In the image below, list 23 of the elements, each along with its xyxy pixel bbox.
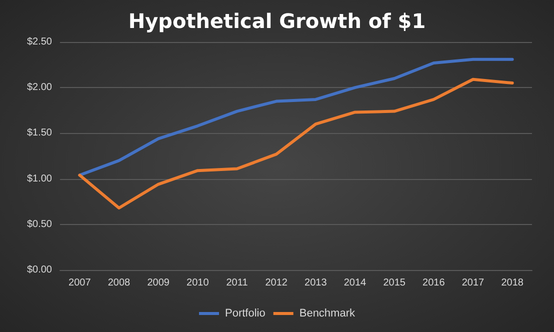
y-tick-label: $0.50 [26, 218, 52, 230]
x-tick-label: 2012 [265, 278, 288, 288]
y-tick-label: $1.50 [26, 128, 52, 139]
x-tick-label: 2009 [147, 278, 170, 288]
y-tick-label: $2.00 [26, 82, 52, 94]
line-series [78, 78, 514, 210]
x-tick-label: 2015 [383, 278, 406, 288]
y-tick-label: $0.00 [26, 264, 52, 276]
line-series [78, 58, 514, 177]
x-tick-label: 2018 [501, 278, 524, 288]
chart-title: Hypothetical Growth of $1 [128, 9, 426, 33]
x-tick-label: 2011 [226, 278, 248, 288]
x-tick-label: 2010 [186, 278, 210, 288]
legend-label: Benchmark [299, 308, 356, 320]
x-tick-label: 2016 [422, 278, 446, 288]
x-tick-label: 2014 [344, 278, 367, 288]
x-tick-label: 2013 [304, 278, 328, 288]
y-tick-label: $2.50 [26, 36, 52, 48]
y-tick-label: $1.00 [26, 173, 52, 184]
x-tick-label: 2017 [462, 278, 485, 288]
x-tick-label: 2008 [108, 278, 131, 288]
legend-label: Portfolio [225, 308, 266, 320]
x-tick-label: 2007 [68, 278, 92, 288]
